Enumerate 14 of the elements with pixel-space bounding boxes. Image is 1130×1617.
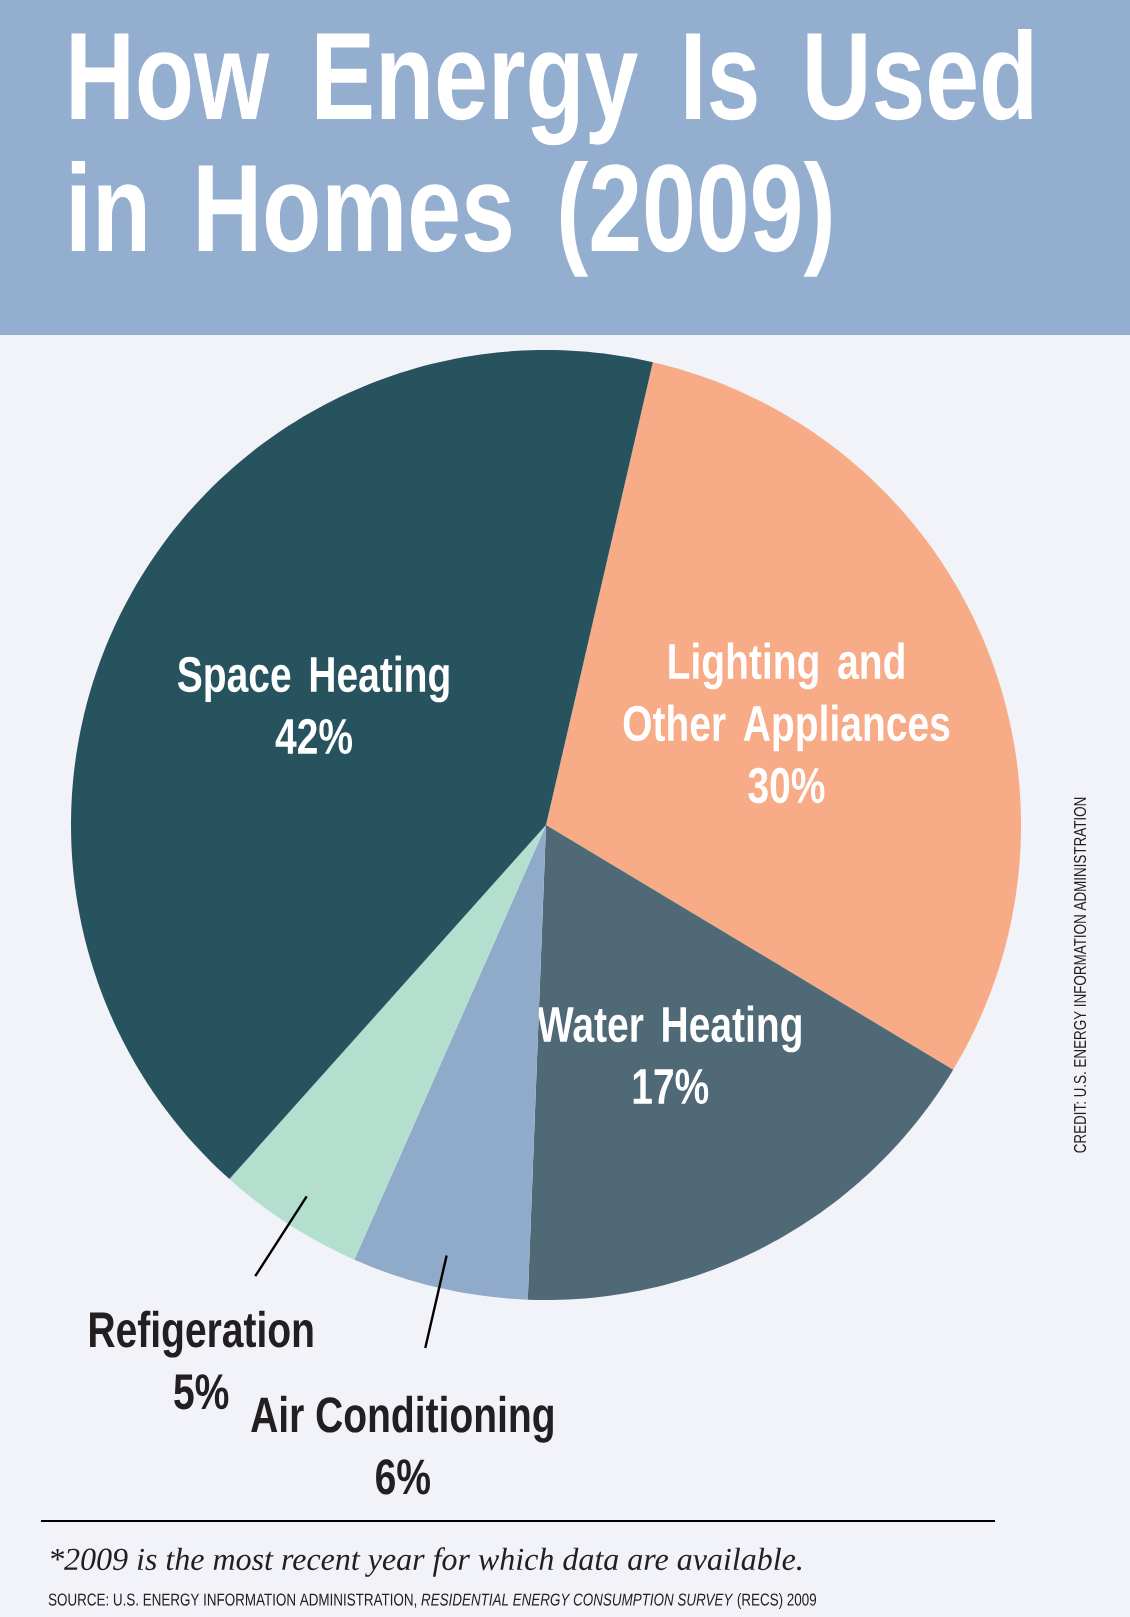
slice-label: Space Heating — [177, 655, 449, 703]
data-label: 6% — [376, 1459, 430, 1495]
slice-label: Refigeration — [90, 1310, 313, 1358]
data-label: 30% — [748, 767, 825, 804]
text: CREDIT: U.S. ENERGY INFORMATION ADMINISTRATION — [1073, 797, 1087, 1153]
text: *2009 is the most recent year for which data are available. — [51, 1547, 801, 1577]
slice-label: Water Heating — [537, 1005, 801, 1053]
chart-title: How Energy Is Used in Homes (2009) — [71, 29, 1032, 277]
slice-label: Lighting and Other Appliances — [623, 642, 950, 752]
source-note: SOURCE: U.S. ENERGY INFORMATION ADMINISTRATION, RESIDENTIAL ENERGY CONSUMPTION SURVEY (RECS) 2009 — [48, 1593, 817, 1610]
data-label: 5% — [174, 1374, 229, 1410]
data-label: 42% — [275, 718, 353, 755]
data-label: 17% — [633, 1068, 709, 1105]
slice-label: Air Conditioning — [251, 1395, 553, 1443]
